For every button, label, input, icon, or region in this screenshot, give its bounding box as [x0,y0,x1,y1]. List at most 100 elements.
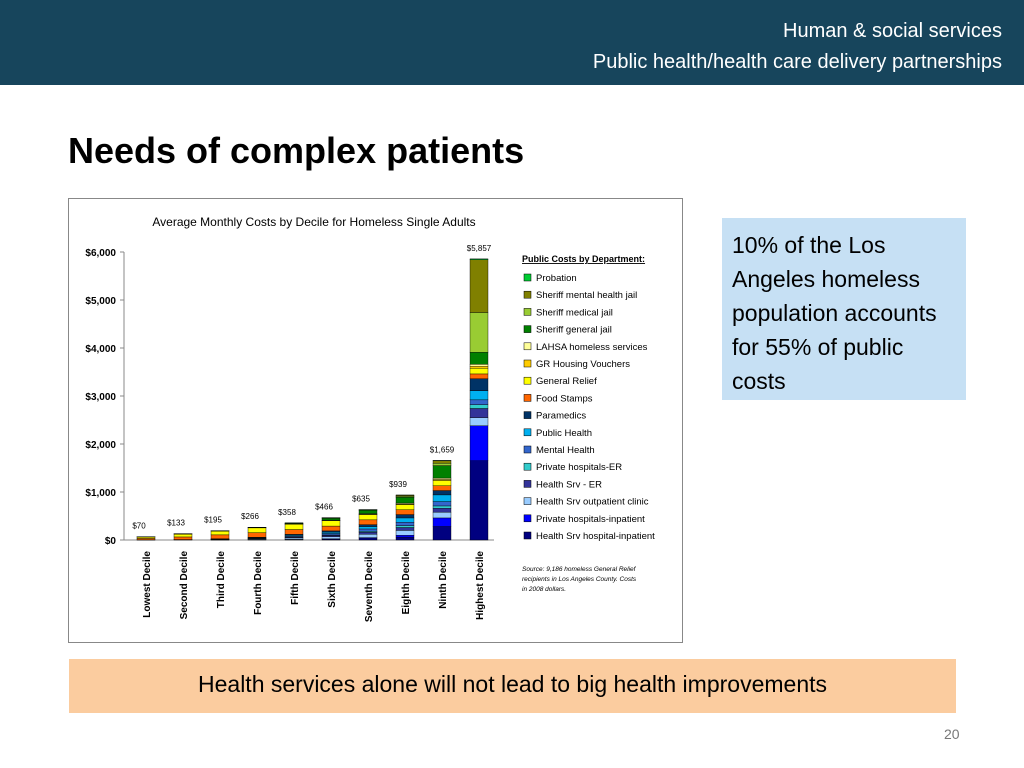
bar-segment [432,463,452,466]
bar-segment [469,390,489,401]
legend-label: Sheriff medical jail [536,307,613,318]
bar-segment [395,535,415,538]
legend-swatch [523,290,532,299]
legend-label: GR Housing Vouchers [536,359,630,370]
total-label: $133 [167,519,185,528]
bar-segment [358,532,378,535]
bar-segment [284,537,304,540]
legend-swatch [523,462,532,471]
bar-segment [284,524,304,530]
chart: Average Monthly Costs by Decile for Home… [85,215,655,623]
y-tick-label: $4,000 [85,344,116,355]
bar-segment [210,534,230,539]
legend-swatch [523,411,532,419]
legend-label: Health Srv - ER [536,479,602,490]
header-bar: Human & social services Public health/he… [0,0,1024,85]
bar-segment [358,510,378,514]
bar-segment [395,525,415,528]
source-note: Source: 9,186 homeless General Relief [522,566,637,573]
x-tick-group: Highest Decile [475,551,486,620]
legend-label: Private hospitals-ER [536,462,622,473]
x-tick-group: Ninth Decile [438,551,449,609]
bar-segment [469,352,489,365]
x-tick-group: Fifth Decile [290,551,301,605]
legend-swatch [523,445,532,454]
bar-segment [395,497,415,504]
header-line: Public health/health care delivery partn… [592,51,1002,73]
bar-segment [469,460,489,541]
bar-segment [432,511,452,519]
legend-label: Sheriff mental health jail [536,290,637,301]
bar-segment [432,485,452,491]
bar-segment [395,527,415,531]
page-number: 20 [944,726,960,742]
bar-segment [284,529,304,535]
legend-label: Mental Health [536,445,595,456]
legend-swatch [523,480,532,488]
x-tick-group: Eighth Decile [401,551,412,615]
bar-segment [432,501,452,507]
bar-segment [432,490,452,496]
bar-segment [469,366,489,369]
legend-label: Private hospitals-inpatient [536,514,645,525]
x-tick-group: Sixth Decile [327,551,338,608]
bar-segment [432,494,452,502]
y-tick-label: $6,000 [85,248,116,259]
legend-swatch [523,342,532,351]
chart-title: Average Monthly Costs by Decile for Home… [152,215,475,229]
bar-segment [321,533,341,536]
bar-segment [469,373,489,379]
total-label: $266 [241,512,259,521]
bar-segment [469,425,489,461]
bar-segment [432,505,452,509]
legend-label: Health Srv outpatient clinic [536,497,649,508]
banner: Health services alone will not lead to b… [69,659,956,713]
x-tick-label: Fourth Decile [253,551,264,615]
x-tick-label: Lowest Decile [142,551,153,618]
bar-segment [469,404,489,409]
total-label: $939 [389,480,407,489]
x-tick-label: Third Decile [216,551,227,609]
legend-swatch [523,531,532,540]
bar-segment [432,526,452,541]
total-label: $195 [204,516,222,525]
bar-segment [469,312,489,353]
bar-segment [395,514,415,519]
x-tick-group: Fourth Decile [253,551,264,615]
total-label: $70 [132,522,146,531]
bar-segment [395,517,415,523]
legend-label: Probation [536,273,577,284]
bar-segment [136,536,156,539]
x-tick-label: Seventh Decile [364,551,375,623]
bar-segment [173,533,193,538]
bar-segment [395,509,415,515]
callout-box: 10% of the Los Angeles homeless populati… [722,218,966,400]
source-note: recipients in Los Angeles County. Costs [522,576,637,583]
x-tick-label: Highest Decile [475,551,486,620]
bar-segment [358,519,378,525]
bar-segment [432,508,452,513]
bar-segment [469,367,489,375]
bar-segment [432,480,452,486]
total-label: $466 [315,503,333,512]
bar-segment [321,531,341,534]
header-line: Human & social services [783,20,1002,42]
bar-segment [432,465,452,479]
bar-segment [395,504,415,510]
y-tick-label: $1,000 [85,488,116,499]
legend-title: Public Costs by Department: [522,254,645,264]
bar-segment [469,378,489,391]
legend-swatch [523,325,532,333]
legend-label: Paramedics [536,411,586,422]
bar-segment [469,408,489,418]
legend-swatch [523,273,532,282]
legend-label: Sheriff general jail [536,325,612,336]
legend-label: LAHSA homeless services [536,342,648,353]
legend-label: General Relief [536,376,597,387]
y-tick-label: $5,000 [85,296,116,307]
bar-segment [136,538,156,541]
legend-swatch [523,514,532,523]
y-tick-label: $2,000 [85,440,116,451]
bar-segment [469,399,489,405]
